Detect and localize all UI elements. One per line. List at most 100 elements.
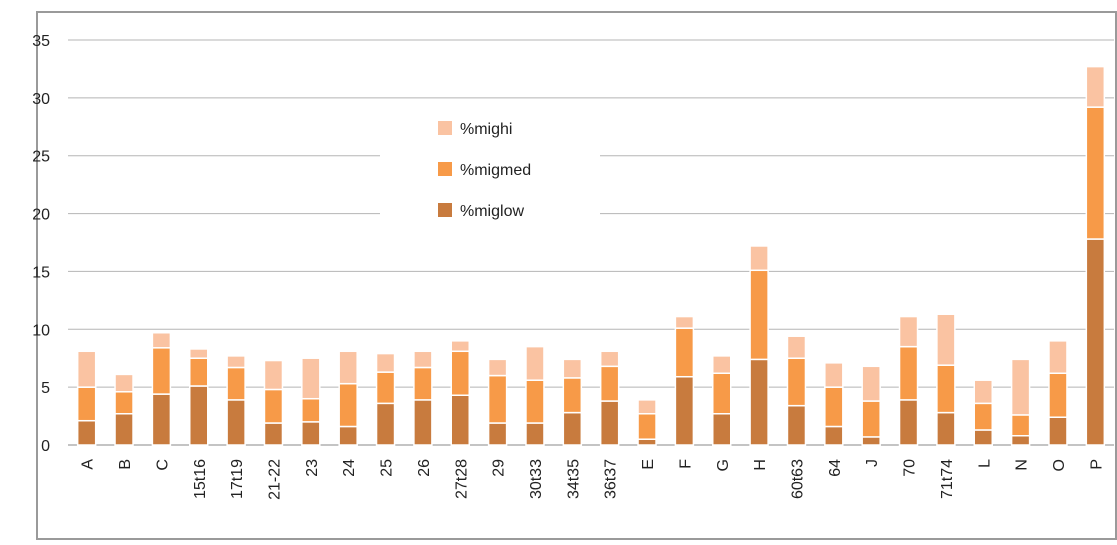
bar-segment — [599, 350, 620, 368]
bar-segment — [637, 399, 657, 415]
x-tick-label: 21-22 — [266, 459, 283, 500]
bar-segment — [114, 373, 134, 393]
bar-segment — [263, 359, 284, 391]
bar-segment — [375, 352, 396, 373]
x-tick-label: 70 — [902, 459, 919, 477]
bar-segment — [936, 364, 956, 414]
y-tick-label: 25 — [32, 149, 50, 166]
bar-segment — [824, 425, 844, 446]
bar-segment — [786, 357, 807, 407]
x-tick-label: 29 — [491, 459, 508, 477]
legend-label: %mighi — [460, 121, 512, 138]
bar-segment — [189, 385, 209, 446]
bar-segment — [637, 438, 657, 446]
bar-segment — [338, 425, 358, 446]
bar-segment — [487, 422, 508, 446]
bar-segment — [114, 391, 134, 415]
bar-segment — [226, 366, 246, 401]
legend-swatch — [438, 203, 452, 217]
bar-segment — [151, 347, 172, 395]
bar-segment — [375, 371, 396, 405]
bar-segment — [189, 357, 209, 387]
bar-segment — [487, 374, 508, 424]
bar-segment — [824, 362, 844, 388]
x-tick-label: B — [117, 459, 134, 470]
x-tick-label: 25 — [379, 459, 396, 477]
bar-segment — [712, 413, 732, 446]
x-tick-label: 34t35 — [565, 459, 582, 499]
bar-segment — [263, 422, 284, 446]
bar-segment — [786, 335, 807, 359]
bar-segment — [1085, 65, 1106, 108]
bar-segment — [1085, 106, 1106, 240]
bar-segment — [786, 404, 807, 446]
bar-segment — [487, 358, 508, 377]
x-tick-label: 60t63 — [789, 459, 806, 499]
bar-segment — [1085, 238, 1106, 446]
x-tick-label: G — [715, 459, 732, 471]
bar-segment — [76, 386, 97, 422]
bar-segment — [338, 382, 358, 428]
legend-swatch — [438, 162, 452, 176]
bar-segment — [301, 397, 321, 423]
bar-segment — [413, 366, 433, 401]
bar-segment — [1048, 416, 1068, 446]
chart-frame — [36, 11, 1117, 540]
x-tick-label: J — [864, 459, 881, 467]
bar-segment — [973, 379, 993, 405]
bar-segment — [674, 327, 695, 378]
x-tick-label: H — [752, 459, 769, 471]
x-tick-label: L — [976, 459, 993, 468]
bar-segment — [861, 436, 881, 446]
bar-segment — [151, 332, 172, 349]
bar-segment — [525, 422, 545, 446]
bar-segment — [301, 357, 321, 400]
bar-segment — [76, 419, 97, 446]
bar-segment — [712, 355, 732, 375]
bar-segment — [637, 413, 657, 440]
bar-segment — [450, 394, 470, 446]
bar-segment — [562, 411, 583, 446]
x-tick-label: C — [154, 459, 171, 471]
x-tick-label: 30t33 — [528, 459, 545, 499]
legend-label: %migmed — [460, 162, 531, 179]
bar-segment — [1010, 414, 1031, 437]
bar-segment — [76, 350, 97, 388]
x-tick-label: A — [80, 459, 97, 470]
bar-segment — [226, 399, 246, 446]
x-tick-label: 27t28 — [453, 459, 470, 499]
legend-label: %miglow — [460, 203, 524, 220]
bar-segment — [861, 400, 881, 438]
bar-segment — [674, 315, 695, 329]
x-tick-label: 23 — [304, 459, 321, 477]
bar-segment — [525, 379, 545, 424]
y-tick-label: 10 — [32, 322, 50, 339]
bar-segment — [338, 350, 358, 385]
bar-segment — [413, 399, 433, 446]
bar-segment — [1048, 372, 1068, 418]
bar-segment — [301, 421, 321, 446]
bar-segment — [413, 350, 433, 369]
bar-segment — [936, 313, 956, 366]
bar-segment — [898, 399, 919, 446]
legend-swatch — [438, 121, 452, 135]
bar-segment — [749, 358, 769, 446]
x-tick-label: 64 — [827, 459, 844, 477]
bar-segment — [898, 345, 919, 401]
y-tick-label: 20 — [32, 207, 50, 224]
y-tick-label: 15 — [32, 264, 50, 281]
bar-segment — [151, 393, 172, 446]
bar-segment — [114, 413, 134, 446]
bar-segment — [861, 365, 881, 402]
x-tick-label: O — [1051, 459, 1068, 471]
x-tick-label: E — [640, 459, 657, 470]
y-tick-label: 30 — [32, 91, 50, 108]
x-tick-label: F — [677, 459, 694, 469]
bar-segment — [973, 402, 993, 431]
bar-segment — [1010, 434, 1031, 446]
x-tick-label: 26 — [416, 459, 433, 477]
x-tick-label: 71t74 — [939, 459, 956, 499]
x-tick-label: 15t16 — [192, 459, 209, 499]
y-tick-label: 0 — [41, 438, 50, 455]
bar-segment — [562, 377, 583, 414]
